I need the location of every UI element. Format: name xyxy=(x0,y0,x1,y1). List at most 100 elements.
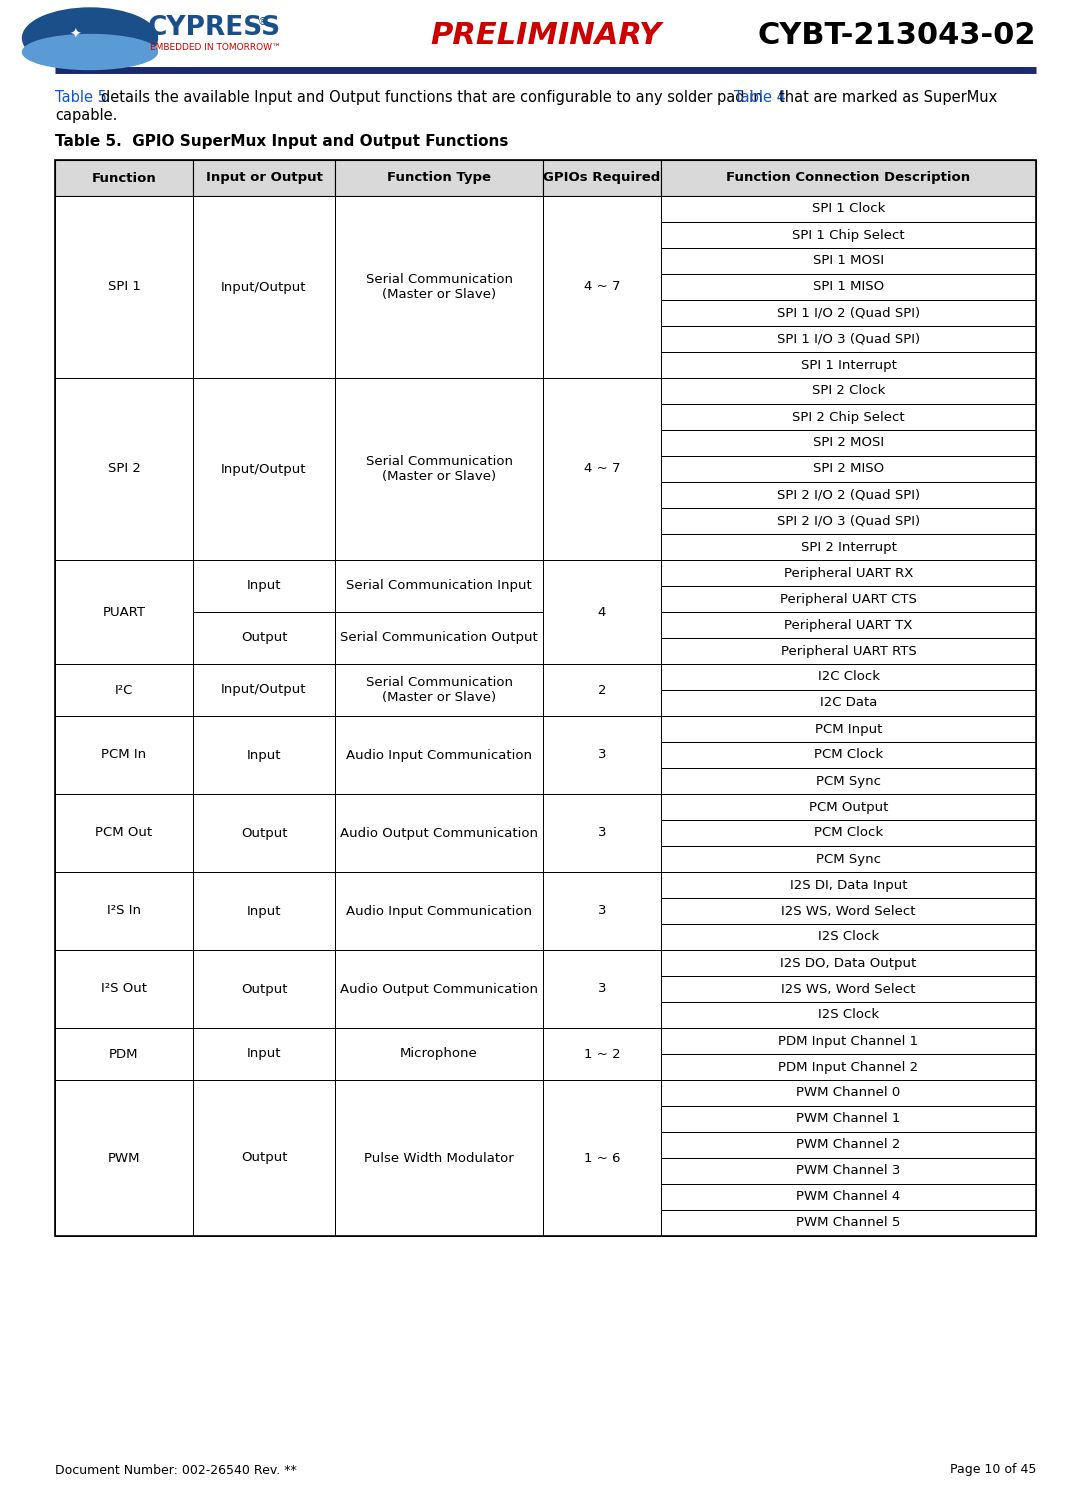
Bar xyxy=(55,664,193,716)
Text: I2S Clock: I2S Clock xyxy=(818,930,879,943)
Bar xyxy=(661,819,1036,846)
Bar xyxy=(193,160,335,196)
Text: ®: ® xyxy=(257,16,267,27)
Bar xyxy=(55,716,193,794)
Text: I2C Clock: I2C Clock xyxy=(817,670,879,683)
Bar xyxy=(661,898,1036,924)
Bar xyxy=(661,794,1036,819)
Text: Function: Function xyxy=(92,172,156,184)
Text: Table 5.  GPIO SuperMux Input and Output Functions: Table 5. GPIO SuperMux Input and Output … xyxy=(55,135,508,150)
Text: SPI 2 Interrupt: SPI 2 Interrupt xyxy=(801,541,897,553)
Bar xyxy=(335,378,543,561)
Text: Input/Output: Input/Output xyxy=(221,281,307,293)
Bar xyxy=(661,586,1036,611)
Text: capable.: capable. xyxy=(55,108,118,123)
Text: Peripheral UART CTS: Peripheral UART CTS xyxy=(780,592,916,605)
Text: I2C Data: I2C Data xyxy=(819,697,877,710)
Text: 4 ~ 7: 4 ~ 7 xyxy=(584,281,621,293)
Bar xyxy=(661,378,1036,404)
Bar xyxy=(661,248,1036,274)
Ellipse shape xyxy=(23,7,157,67)
Bar xyxy=(661,326,1036,351)
Bar xyxy=(543,196,661,378)
Text: PDM Input Channel 2: PDM Input Channel 2 xyxy=(779,1060,919,1073)
Text: EMBEDDED IN TOMORROW™: EMBEDDED IN TOMORROW™ xyxy=(149,43,281,52)
Text: SPI 2: SPI 2 xyxy=(108,462,141,475)
Bar xyxy=(661,768,1036,794)
Text: that are marked as SuperMux: that are marked as SuperMux xyxy=(779,90,997,105)
Bar xyxy=(661,196,1036,221)
Bar xyxy=(661,221,1036,248)
Text: Output: Output xyxy=(241,827,287,840)
Bar xyxy=(661,716,1036,742)
Text: PUART: PUART xyxy=(103,605,145,619)
Bar xyxy=(55,160,1036,1236)
Text: 3: 3 xyxy=(598,982,607,996)
Bar xyxy=(661,351,1036,378)
Bar xyxy=(661,846,1036,872)
Text: PCM Clock: PCM Clock xyxy=(814,749,883,761)
Bar xyxy=(661,508,1036,534)
Text: Serial Communication Input: Serial Communication Input xyxy=(346,580,532,592)
Text: SPI 2 MOSI: SPI 2 MOSI xyxy=(813,437,884,450)
Text: SPI 2 I/O 2 (Quad SPI): SPI 2 I/O 2 (Quad SPI) xyxy=(777,489,920,501)
Bar xyxy=(55,1079,193,1236)
Text: Document Number: 002-26540 Rev. **: Document Number: 002-26540 Rev. ** xyxy=(55,1464,297,1477)
Text: Audio Input Communication: Audio Input Communication xyxy=(346,749,532,761)
Text: PWM: PWM xyxy=(108,1151,141,1165)
Text: Audio Output Communication: Audio Output Communication xyxy=(340,827,538,840)
Text: 3: 3 xyxy=(598,827,607,840)
Text: PCM Input: PCM Input xyxy=(815,722,883,736)
Bar xyxy=(55,949,193,1029)
Text: 1 ~ 2: 1 ~ 2 xyxy=(584,1048,621,1060)
Text: 2: 2 xyxy=(598,683,607,697)
Text: I²S In: I²S In xyxy=(107,904,141,918)
Bar xyxy=(55,196,193,378)
Text: SPI 1 I/O 3 (Quad SPI): SPI 1 I/O 3 (Quad SPI) xyxy=(777,332,920,345)
Text: Microphone: Microphone xyxy=(400,1048,478,1060)
Text: Pulse Width Modulator: Pulse Width Modulator xyxy=(364,1151,514,1165)
Text: I2S WS, Word Select: I2S WS, Word Select xyxy=(781,982,915,996)
Bar xyxy=(661,1159,1036,1184)
Text: I²S Out: I²S Out xyxy=(101,982,147,996)
Text: PDM: PDM xyxy=(109,1048,139,1060)
Text: SPI 1 MOSI: SPI 1 MOSI xyxy=(813,254,884,268)
Text: 1 ~ 6: 1 ~ 6 xyxy=(584,1151,621,1165)
Text: Input/Output: Input/Output xyxy=(221,683,307,697)
Bar xyxy=(661,924,1036,949)
Text: CYPRESS: CYPRESS xyxy=(148,15,281,40)
Bar xyxy=(193,196,335,378)
Text: PCM Sync: PCM Sync xyxy=(816,774,882,788)
Bar xyxy=(55,794,193,872)
Bar xyxy=(55,561,193,664)
Ellipse shape xyxy=(23,34,157,69)
Text: Serial Communication
(Master or Slave): Serial Communication (Master or Slave) xyxy=(365,274,513,300)
Bar xyxy=(193,1079,335,1236)
Bar xyxy=(335,1029,543,1079)
Bar xyxy=(661,481,1036,508)
Text: 4: 4 xyxy=(598,605,607,619)
Text: ✦: ✦ xyxy=(69,28,81,42)
Text: I2S DI, Data Input: I2S DI, Data Input xyxy=(790,879,908,891)
Bar xyxy=(193,949,335,1029)
Text: SPI 1: SPI 1 xyxy=(108,281,141,293)
Text: PCM Out: PCM Out xyxy=(95,827,153,840)
Bar xyxy=(661,949,1036,976)
Text: CYBT-213043-02: CYBT-213043-02 xyxy=(757,21,1036,49)
Text: Output: Output xyxy=(241,631,287,644)
Text: SPI 2 Clock: SPI 2 Clock xyxy=(812,384,885,398)
Bar xyxy=(335,160,543,196)
Bar xyxy=(543,1029,661,1079)
Text: Input: Input xyxy=(247,1048,281,1060)
Bar xyxy=(661,1106,1036,1132)
Bar xyxy=(661,1132,1036,1159)
Bar xyxy=(193,664,335,716)
Text: SPI 1 Interrupt: SPI 1 Interrupt xyxy=(801,359,897,371)
Bar xyxy=(335,196,543,378)
Bar xyxy=(193,378,335,561)
Bar xyxy=(55,872,193,949)
Text: Audio Output Communication: Audio Output Communication xyxy=(340,982,538,996)
Text: Input/Output: Input/Output xyxy=(221,462,307,475)
Bar xyxy=(193,611,335,664)
Text: Input: Input xyxy=(247,580,281,592)
